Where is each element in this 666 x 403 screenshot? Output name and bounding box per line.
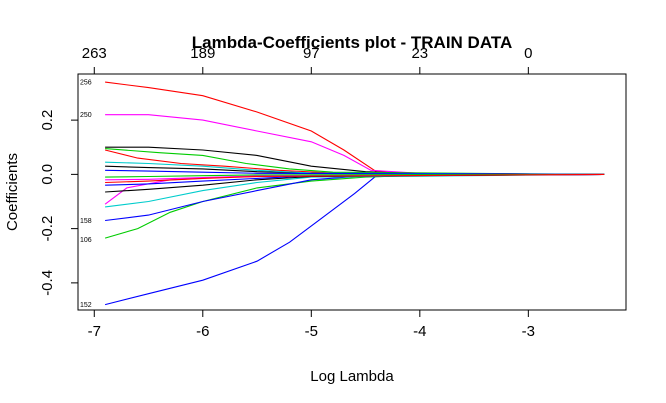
top-tick-label: 0	[524, 45, 532, 62]
top-tick-label: 189	[190, 45, 215, 62]
coef-index-label: 158	[80, 218, 92, 225]
series-line-s18	[105, 173, 605, 184]
y-axis-label: Coefficients	[4, 153, 21, 231]
chart-title: Lambda-Coefficients plot - TRAIN DATA	[192, 33, 512, 52]
coef-index-label: 250	[80, 112, 92, 119]
x-tick-label: -7	[88, 323, 101, 340]
top-tick-label: 23	[411, 45, 428, 62]
y-tick-label: -0.4	[39, 270, 56, 296]
coef-index-label: 256	[80, 80, 92, 87]
x-tick-label: -5	[305, 323, 318, 340]
y-tick-label: -0.2	[39, 216, 56, 242]
coef-index-label: 152	[80, 302, 92, 309]
x-tick-label: -6	[196, 323, 209, 340]
y-tick-label: 0.2	[39, 110, 56, 131]
top-tick-label: 97	[303, 45, 320, 62]
plot-area: -7 -6 -5 -4 -3 263 189 97 23 0 -0.4 -0.2 0.0 0.2 256 25…	[39, 45, 605, 340]
series-line-s17	[105, 173, 605, 178]
series-line-s16	[105, 169, 605, 175]
x-axis-label: Log Lambda	[310, 368, 394, 385]
y-tick-label: 0.0	[39, 164, 56, 185]
x-tick-label: -4	[413, 323, 426, 340]
x-tick-label: -3	[522, 323, 535, 340]
coef-index-label: 106	[80, 237, 92, 244]
series-line-s9	[105, 148, 605, 175]
plot-frame	[77, 73, 627, 311]
top-tick-label: 263	[82, 45, 107, 62]
